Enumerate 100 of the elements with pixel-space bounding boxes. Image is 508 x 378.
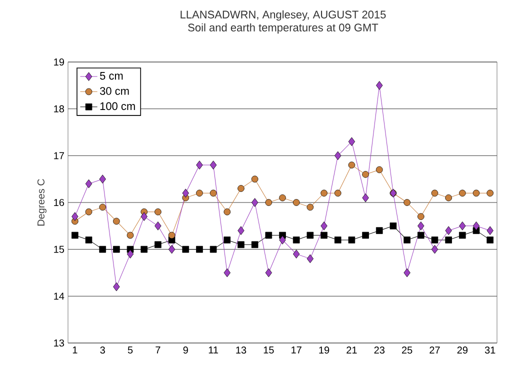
point — [486, 236, 494, 244]
x-tick-label: 23 — [374, 346, 384, 354]
x-tick-label: 9 — [183, 346, 188, 354]
point — [320, 222, 328, 230]
y-tick-label: 13 — [54, 339, 64, 347]
point — [113, 246, 120, 253]
y-tick-label: 14 — [54, 292, 64, 300]
point — [292, 250, 300, 258]
x-tick-label: 27 — [430, 346, 440, 354]
y-tick-label: 15 — [54, 246, 64, 253]
x-tick-label: 17 — [292, 346, 302, 354]
point — [279, 194, 286, 202]
x-tick-label: 19 — [319, 346, 330, 354]
point — [431, 190, 438, 197]
point — [99, 246, 106, 253]
point — [99, 204, 106, 211]
point — [182, 188, 189, 198]
point — [238, 226, 244, 235]
legend-label: 30 cm — [100, 87, 129, 95]
point — [168, 232, 176, 239]
point — [486, 226, 494, 235]
point — [196, 246, 203, 253]
point — [72, 212, 78, 221]
point — [182, 246, 190, 253]
point — [334, 151, 342, 160]
x-tick-label: 29 — [457, 346, 468, 354]
point — [224, 208, 231, 216]
point — [72, 232, 78, 239]
x-tick-label: 21 — [346, 346, 357, 354]
point — [224, 236, 231, 244]
point — [210, 246, 217, 253]
point — [210, 190, 217, 197]
point — [85, 208, 92, 216]
point — [376, 166, 383, 174]
y-tick-label: 19 — [54, 58, 64, 66]
point — [362, 232, 369, 239]
point — [348, 137, 356, 146]
point — [334, 236, 342, 244]
point — [126, 250, 134, 258]
point — [486, 190, 494, 197]
x-tick-label: 25 — [402, 346, 412, 354]
point — [251, 198, 258, 207]
point — [390, 222, 397, 230]
point — [140, 246, 148, 253]
point — [154, 222, 162, 230]
point — [334, 190, 342, 197]
point — [265, 199, 272, 206]
point — [362, 171, 369, 178]
x-tick-label: 5 — [128, 346, 133, 354]
y-tick-label: 16 — [54, 198, 64, 206]
point — [404, 199, 410, 206]
point — [210, 160, 217, 170]
chart-title: LLANSADWRN, Anglesey, AUGUST 2015 — [180, 10, 386, 21]
point — [472, 190, 480, 197]
point — [126, 232, 134, 239]
point — [265, 232, 272, 239]
x-tick-label: 11 — [208, 346, 218, 354]
x-tick-label: 31 — [484, 346, 496, 354]
y-tick-label: 18 — [54, 105, 64, 112]
chart-subtitle: Soil and earth temperatures at 09 GMT — [188, 23, 378, 34]
point — [445, 226, 452, 235]
point — [168, 244, 176, 254]
point — [140, 212, 148, 221]
point — [459, 190, 466, 197]
legend-label: 100 cm — [100, 102, 135, 110]
point — [431, 236, 438, 244]
x-tick-label: 13 — [236, 346, 246, 354]
point — [445, 194, 452, 202]
point — [431, 244, 438, 254]
point — [404, 236, 410, 244]
point — [85, 179, 92, 188]
point — [238, 185, 244, 192]
point — [196, 160, 203, 170]
point — [472, 222, 480, 230]
x-tick-label: 1 — [72, 346, 78, 354]
point — [376, 227, 383, 234]
x-tick-label: 7 — [156, 346, 160, 354]
point — [279, 236, 286, 244]
point — [196, 190, 203, 197]
point — [320, 190, 328, 197]
point — [418, 222, 424, 230]
y-axis-title: Degrees C — [37, 179, 46, 226]
point — [251, 176, 258, 182]
point — [320, 232, 328, 239]
point — [348, 236, 356, 244]
point — [417, 213, 424, 220]
point — [99, 174, 106, 184]
point — [306, 204, 314, 211]
point — [417, 232, 424, 239]
point — [154, 241, 162, 248]
point — [306, 232, 314, 239]
point — [459, 222, 466, 230]
point — [404, 268, 410, 278]
point — [459, 232, 466, 239]
legend-label: 5 cm — [100, 72, 123, 80]
y-tick-label: 17 — [54, 152, 64, 160]
x-tick-label: 15 — [264, 346, 274, 354]
point — [85, 236, 92, 244]
point — [224, 268, 230, 278]
point — [376, 81, 383, 90]
